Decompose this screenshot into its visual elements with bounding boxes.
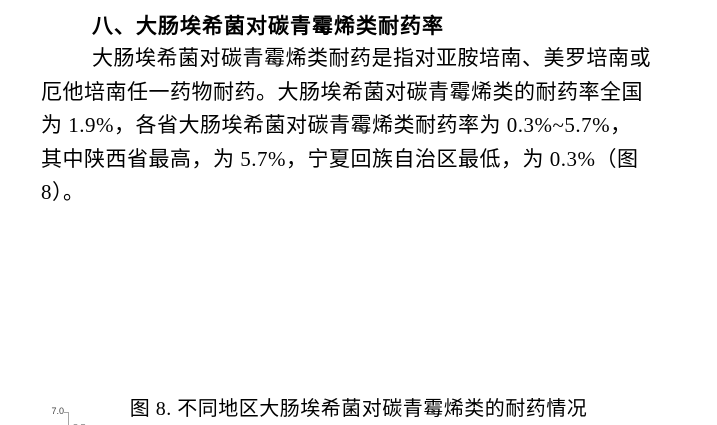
plot-area: 5.7陕西4.0黑龙江3.9山东3.2新疆3.1北京3.0江西2.7河南2.5上…: [69, 412, 706, 425]
bar-cell: 5.7陕西: [69, 412, 90, 425]
bar-value-label: 5.7: [63, 423, 96, 425]
paragraph-line: 厄他培南任一药物耐药。大肠埃希菌对碳青霉烯类的耐药率全国: [41, 79, 643, 104]
figure-caption: 图 8. 不同地区大肠埃希菌对碳青霉烯类的耐药情况: [129, 398, 588, 420]
y-tick-mark: [64, 412, 68, 413]
paragraph-line: 大肠埃希菌对碳青霉烯类耐药是指对亚胺培南、美罗培南或: [92, 46, 651, 70]
paragraph-line: 8）。: [41, 180, 85, 205]
y-tick-label: 7.0: [51, 406, 64, 416]
body-paragraph: 大肠埃希菌对碳青霉烯类耐药是指对亚胺培南、美罗培南或 厄他培南任一药物耐药。大肠…: [41, 42, 666, 210]
bar-chart-figure-8: 百分率% 7.06.05.04.03.02.01.00.0 5.7陕西4.0黑龙…: [0, 200, 717, 425]
paragraph-line: 为 1.9%，各省大肠埃希菌对碳青霉烯类耐药率为 0.3%~5.7%，: [41, 113, 632, 138]
paragraph-line: 其中陕西省最高，为 5.7%，宁夏回族自治区最低，为 0.3%（图: [41, 146, 639, 171]
y-axis-line: [68, 412, 69, 425]
section-heading: 八、大肠埃希菌对碳青霉烯类耐药率: [92, 15, 444, 38]
